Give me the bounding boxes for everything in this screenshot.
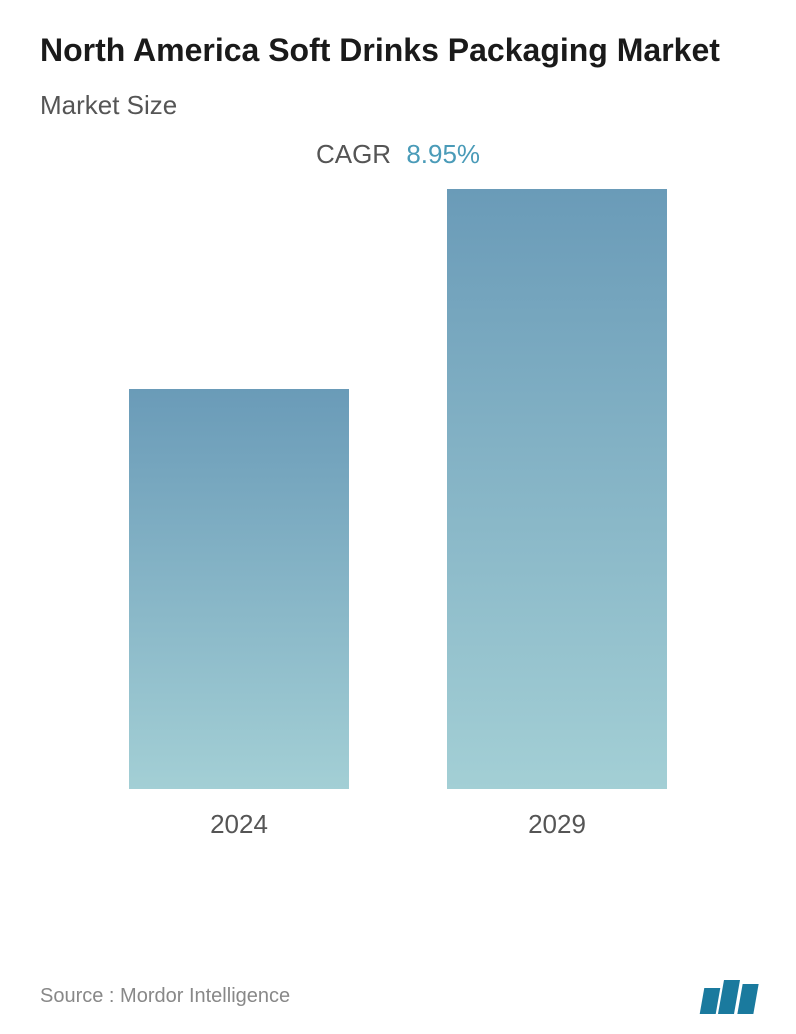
cagr-value: 8.95% [406,139,480,169]
logo-bar-icon [700,988,721,1014]
bar-label-2024: 2024 [210,809,268,840]
chart-area: 2024 2029 [40,200,756,840]
source-text: Source : Mordor Intelligence [40,985,290,1008]
logo-bar-icon [718,980,740,1014]
cagr-label: CAGR [316,139,391,169]
chart-subtitle: Market Size [40,90,756,121]
bar-group-2029: 2029 [447,189,667,840]
bar-2029 [447,189,667,789]
logo-bar-icon [737,984,758,1014]
mordor-logo [702,978,756,1014]
bar-label-2029: 2029 [528,809,586,840]
bar-group-2024: 2024 [129,389,349,840]
footer: Source : Mordor Intelligence [40,978,756,1014]
cagr-row: CAGR 8.95% [40,139,756,170]
chart-title: North America Soft Drinks Packaging Mark… [40,30,756,70]
bar-2024 [129,389,349,789]
